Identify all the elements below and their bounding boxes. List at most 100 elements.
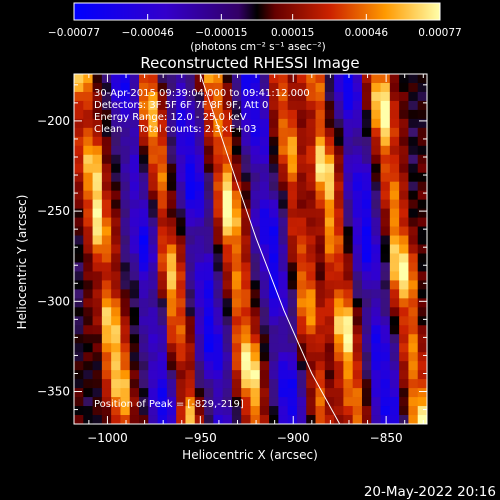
heatmap-cell	[111, 91, 121, 102]
heatmap-cell	[287, 379, 298, 389]
heatmap-cell	[352, 406, 363, 416]
heatmap-cell	[343, 145, 354, 156]
heatmap-cell	[139, 127, 149, 138]
heatmap-cell	[204, 388, 214, 398]
colorbar-tick-label: 0.00015	[271, 27, 314, 39]
heatmap-cell	[399, 379, 409, 389]
heatmap-cell	[278, 289, 289, 299]
heatmap-cell	[259, 289, 270, 299]
heatmap-cell	[259, 145, 270, 156]
heatmap-cell	[371, 235, 381, 245]
heatmap-cell	[399, 118, 409, 129]
heatmap-cell	[120, 199, 131, 210]
heatmap-cell	[83, 343, 93, 353]
heatmap-cell	[241, 217, 251, 227]
heatmap-cell	[241, 118, 251, 129]
heatmap-cell	[241, 307, 251, 317]
heatmap-cell	[324, 406, 335, 416]
heatmap-cell	[74, 253, 84, 263]
heatmap-cell	[361, 235, 372, 245]
heatmap-cell	[157, 307, 168, 317]
heatmap-cell	[148, 361, 159, 371]
heatmap-cell	[399, 253, 409, 263]
heatmap-cell	[129, 82, 140, 93]
heatmap-cell	[92, 82, 103, 93]
heatmap-cell	[408, 136, 419, 147]
heatmap-cell	[204, 91, 214, 102]
heatmap-cell	[324, 307, 335, 317]
heatmap-cell	[83, 334, 93, 344]
heatmap-cell	[343, 109, 354, 120]
heatmap-cell	[231, 253, 242, 263]
heatmap-cell	[139, 100, 149, 111]
colorbar-tick-label: −0.00015	[195, 27, 247, 39]
heatmap-cell	[278, 379, 289, 389]
heatmap-cell	[269, 181, 279, 192]
heatmap-cell	[176, 370, 186, 380]
heatmap-cell	[166, 397, 177, 407]
heatmap-cell	[324, 217, 335, 227]
heatmap-cell	[408, 118, 419, 129]
heatmap-cell	[213, 217, 224, 227]
heatmap-cell	[101, 325, 112, 335]
heatmap-cell	[139, 118, 149, 129]
heatmap-cell	[371, 100, 381, 111]
heatmap-cell	[241, 82, 251, 93]
heatmap-cell	[129, 289, 140, 299]
heatmap-cell	[166, 379, 177, 389]
heatmap-cell	[231, 190, 242, 201]
heatmap-cell	[324, 91, 335, 102]
heatmap-cell	[352, 91, 363, 102]
heatmap-cell	[269, 190, 279, 201]
heatmap-cell	[371, 361, 381, 371]
heatmap-cell	[222, 379, 233, 389]
heatmap-cell	[361, 118, 372, 129]
heatmap-cell	[399, 217, 409, 227]
heatmap-cell	[222, 82, 233, 93]
heatmap-cell	[287, 334, 298, 344]
heatmap-cell	[92, 91, 103, 102]
heatmap-cell	[250, 325, 261, 335]
heatmap-cell	[222, 118, 233, 129]
heatmap-cell	[250, 244, 261, 254]
heatmap-cell	[361, 415, 372, 424]
heatmap-cell	[92, 163, 103, 174]
heatmap-cell	[74, 379, 84, 389]
colorbar-gradient	[73, 2, 441, 21]
heatmap-cell	[194, 379, 205, 389]
heatmap-cell	[380, 118, 391, 129]
heatmap-cell	[241, 181, 251, 192]
heatmap-cell	[259, 415, 270, 424]
heatmap-cell	[417, 271, 427, 281]
heatmap-cell	[120, 154, 131, 165]
heatmap-cell	[399, 154, 409, 165]
heatmap-cell	[74, 244, 84, 254]
heatmap-cell	[278, 262, 289, 272]
heatmap-cell	[74, 289, 84, 299]
heatmap-cell	[371, 325, 381, 335]
heatmap-cell	[222, 74, 233, 84]
heatmap-cell	[296, 370, 307, 380]
heatmap-cell	[296, 208, 307, 218]
heatmap-cell	[157, 163, 168, 174]
heatmap-cell	[213, 244, 224, 254]
heatmap-cell	[296, 154, 307, 165]
heatmap-cell	[166, 163, 177, 174]
heatmap-cell	[204, 154, 214, 165]
heatmap-cell	[389, 271, 400, 281]
heatmap-cell	[287, 289, 298, 299]
heatmap-cell	[296, 289, 307, 299]
heatmap-cell	[408, 262, 419, 272]
heatmap-cell	[176, 136, 186, 147]
heatmap-cell	[408, 280, 419, 290]
heatmap-cell	[129, 370, 140, 380]
heatmap-cell	[185, 262, 196, 272]
heatmap-cell	[324, 388, 335, 398]
heatmap-cell	[83, 145, 93, 156]
heatmap-cell	[296, 262, 307, 272]
heatmap-cell	[166, 334, 177, 344]
heatmap-cell	[306, 352, 316, 362]
heatmap-cell	[324, 181, 335, 192]
heatmap-cell	[241, 406, 251, 416]
heatmap-cell	[343, 136, 354, 147]
